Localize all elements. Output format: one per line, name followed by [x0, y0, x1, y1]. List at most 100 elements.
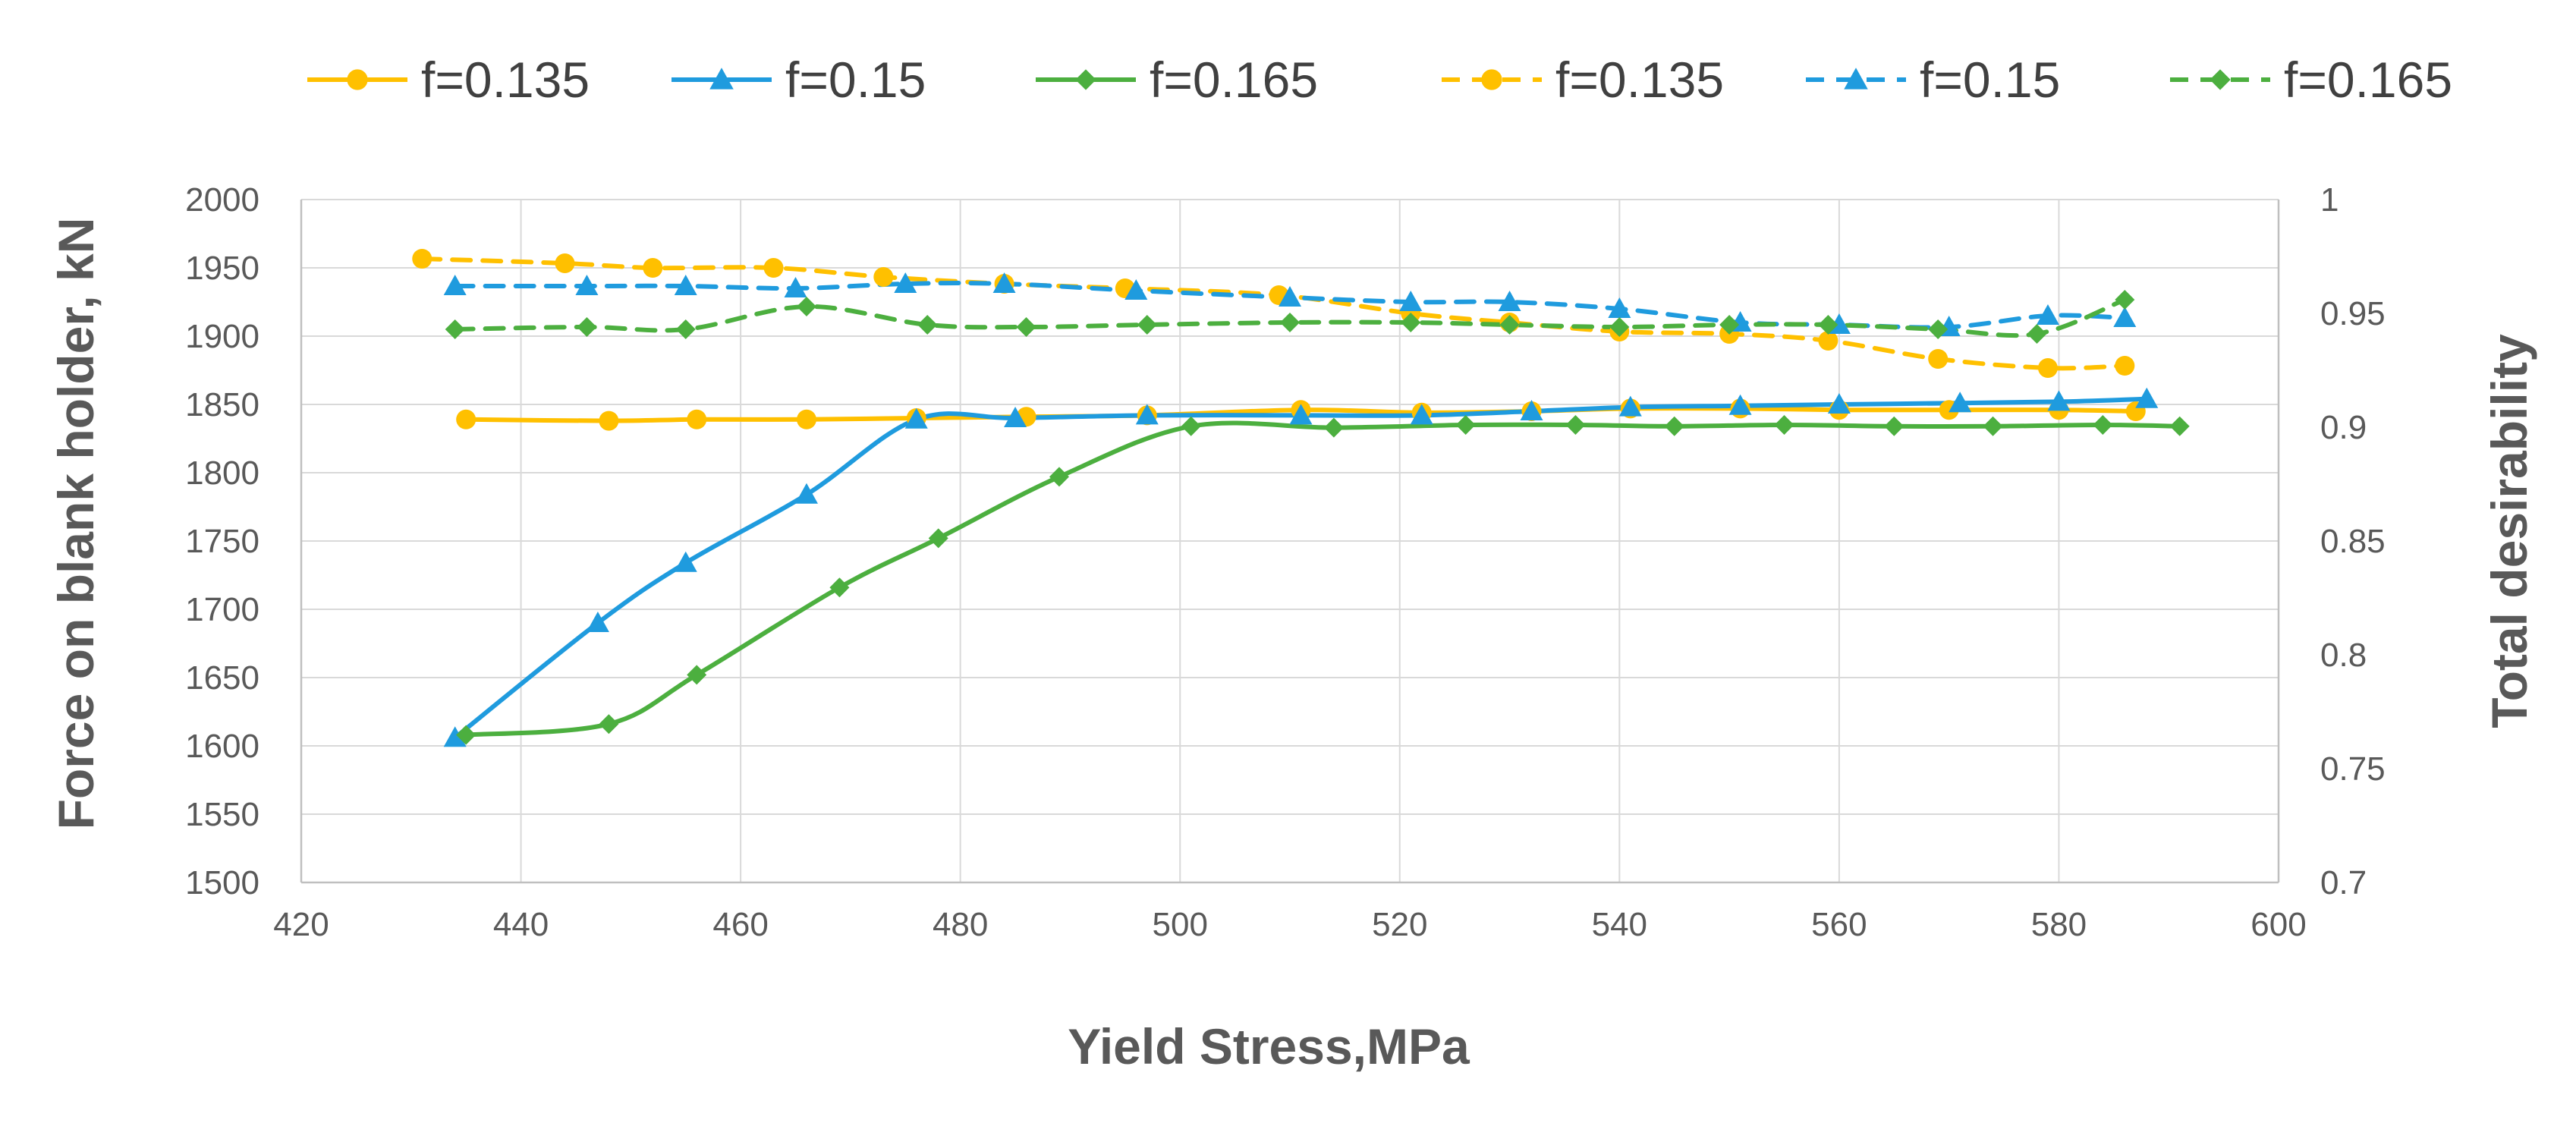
y-tick-label: 1600	[185, 728, 259, 765]
x-tick-label: 500	[1153, 906, 1208, 943]
data-point-triangle	[575, 275, 599, 295]
data-point-circle	[599, 411, 619, 431]
x-tick-label: 480	[933, 906, 988, 943]
data-point-triangle	[443, 726, 467, 747]
data-point-triangle	[1608, 297, 1631, 318]
data-point-circle	[2115, 356, 2135, 376]
legend-marker-circle	[347, 69, 368, 90]
data-point-triangle	[1279, 286, 1301, 307]
data-point-diamond	[1401, 313, 1421, 332]
series-0-solid-line	[464, 406, 2138, 423]
legend-label: f=0.165	[2284, 52, 2452, 108]
y2-tick-label: 0.9	[2320, 409, 2367, 446]
x-tick-label: 540	[1592, 906, 1647, 943]
data-point-triangle	[1004, 407, 1027, 427]
data-point-circle	[796, 409, 816, 429]
series-3-dashed-line	[420, 256, 2128, 371]
y2-tick-label: 0.85	[2320, 523, 2386, 560]
data-point-circle	[1928, 349, 1949, 369]
series-5-dashed-line	[452, 297, 2128, 338]
data-point-triangle	[1520, 400, 1543, 420]
data-point-diamond	[2169, 416, 2190, 436]
x-tick-label: 420	[273, 906, 329, 943]
data-point-circle	[873, 267, 894, 287]
x-tick-label: 460	[712, 906, 768, 943]
data-point-diamond	[1280, 313, 1300, 332]
y-tick-label: 1650	[185, 659, 259, 697]
data-point-triangle	[794, 483, 818, 504]
data-point-triangle	[1949, 392, 1972, 413]
data-point-diamond	[1774, 415, 1794, 435]
legend-label: f=0.165	[1150, 52, 1318, 108]
data-point-triangle	[894, 272, 917, 293]
data-point-triangle	[674, 275, 697, 295]
data-point-diamond	[456, 725, 477, 745]
y2-tick-label: 0.7	[2320, 864, 2367, 901]
legend-marker-triangle	[1844, 68, 1868, 90]
y-tick-label: 1750	[185, 523, 259, 560]
legend-item: f=0.135	[307, 52, 590, 108]
legend-marker-circle	[1481, 69, 1502, 90]
legend-label: f=0.135	[421, 52, 590, 108]
x-tick-label: 580	[2031, 906, 2087, 943]
data-point-diamond	[1016, 317, 1036, 337]
data-point-triangle	[2047, 390, 2071, 411]
legend-item: f=0.15	[1806, 52, 2060, 108]
legend-item: f=0.15	[672, 52, 926, 108]
y2-tick-label: 0.8	[2320, 637, 2367, 674]
data-point-triangle	[443, 275, 467, 295]
x-tick-label: 440	[493, 906, 549, 943]
y-tick-label: 1700	[185, 591, 259, 628]
data-point-triangle	[674, 551, 697, 572]
data-point-diamond	[1928, 319, 1949, 339]
data-point-triangle	[784, 277, 807, 297]
data-point-triangle	[1827, 393, 1851, 414]
data-point-diamond	[1664, 416, 1684, 436]
data-point-diamond	[577, 317, 597, 337]
data-point-triangle	[904, 407, 928, 429]
legend-item: f=0.165	[2170, 52, 2452, 108]
data-point-circle	[555, 253, 575, 273]
y2-tick-label: 0.75	[2320, 750, 2386, 788]
x-tick-label: 560	[1811, 906, 1867, 943]
data-point-triangle	[2135, 387, 2159, 408]
y2-axis-title: Total desirability	[2481, 334, 2537, 728]
legend-marker-diamond	[1075, 69, 1096, 90]
y2-tick-label: 1	[2320, 181, 2339, 219]
data-point-diamond	[1818, 315, 1838, 335]
x-tick-label: 520	[1372, 906, 1427, 943]
legend-item: f=0.135	[1442, 52, 1724, 108]
y-tick-label: 1950	[185, 250, 259, 287]
y-tick-label: 2000	[185, 181, 259, 219]
data-point-diamond	[796, 297, 816, 316]
data-point-diamond	[1137, 315, 1157, 335]
data-point-diamond	[1499, 315, 1520, 335]
data-point-diamond	[445, 319, 465, 339]
data-point-triangle	[2036, 304, 2059, 325]
y-tick-label: 1850	[185, 386, 259, 423]
data-point-diamond	[1049, 467, 1069, 487]
data-point-triangle	[1410, 404, 1433, 425]
data-point-diamond	[1455, 415, 1476, 435]
series-1-solid-line	[452, 396, 2150, 741]
data-point-triangle	[1399, 291, 1423, 311]
data-point-diamond	[928, 528, 948, 549]
data-point-diamond	[687, 665, 707, 685]
data-point-diamond	[2115, 290, 2135, 310]
legend-label: f=0.15	[785, 52, 926, 108]
data-point-triangle	[1289, 404, 1313, 425]
y-tick-label: 1500	[185, 864, 259, 901]
legend: f=0.135 f=0.15 f=0.165 f=0.135 f=0.15 f=0.165	[307, 52, 2452, 108]
legend-marker-diamond	[2210, 69, 2231, 90]
data-point-diamond	[599, 714, 619, 735]
y2-tick-label: 0.95	[2320, 295, 2386, 332]
y-axis-title: Force on blank holder, kN	[48, 218, 104, 830]
data-point-diamond	[2093, 415, 2113, 435]
data-point-triangle	[1124, 279, 1148, 300]
data-point-diamond	[917, 315, 938, 335]
legend-label: f=0.15	[1920, 52, 2060, 108]
data-point-circle	[643, 258, 663, 278]
data-point-circle	[2037, 358, 2058, 378]
data-point-diamond	[829, 577, 850, 598]
